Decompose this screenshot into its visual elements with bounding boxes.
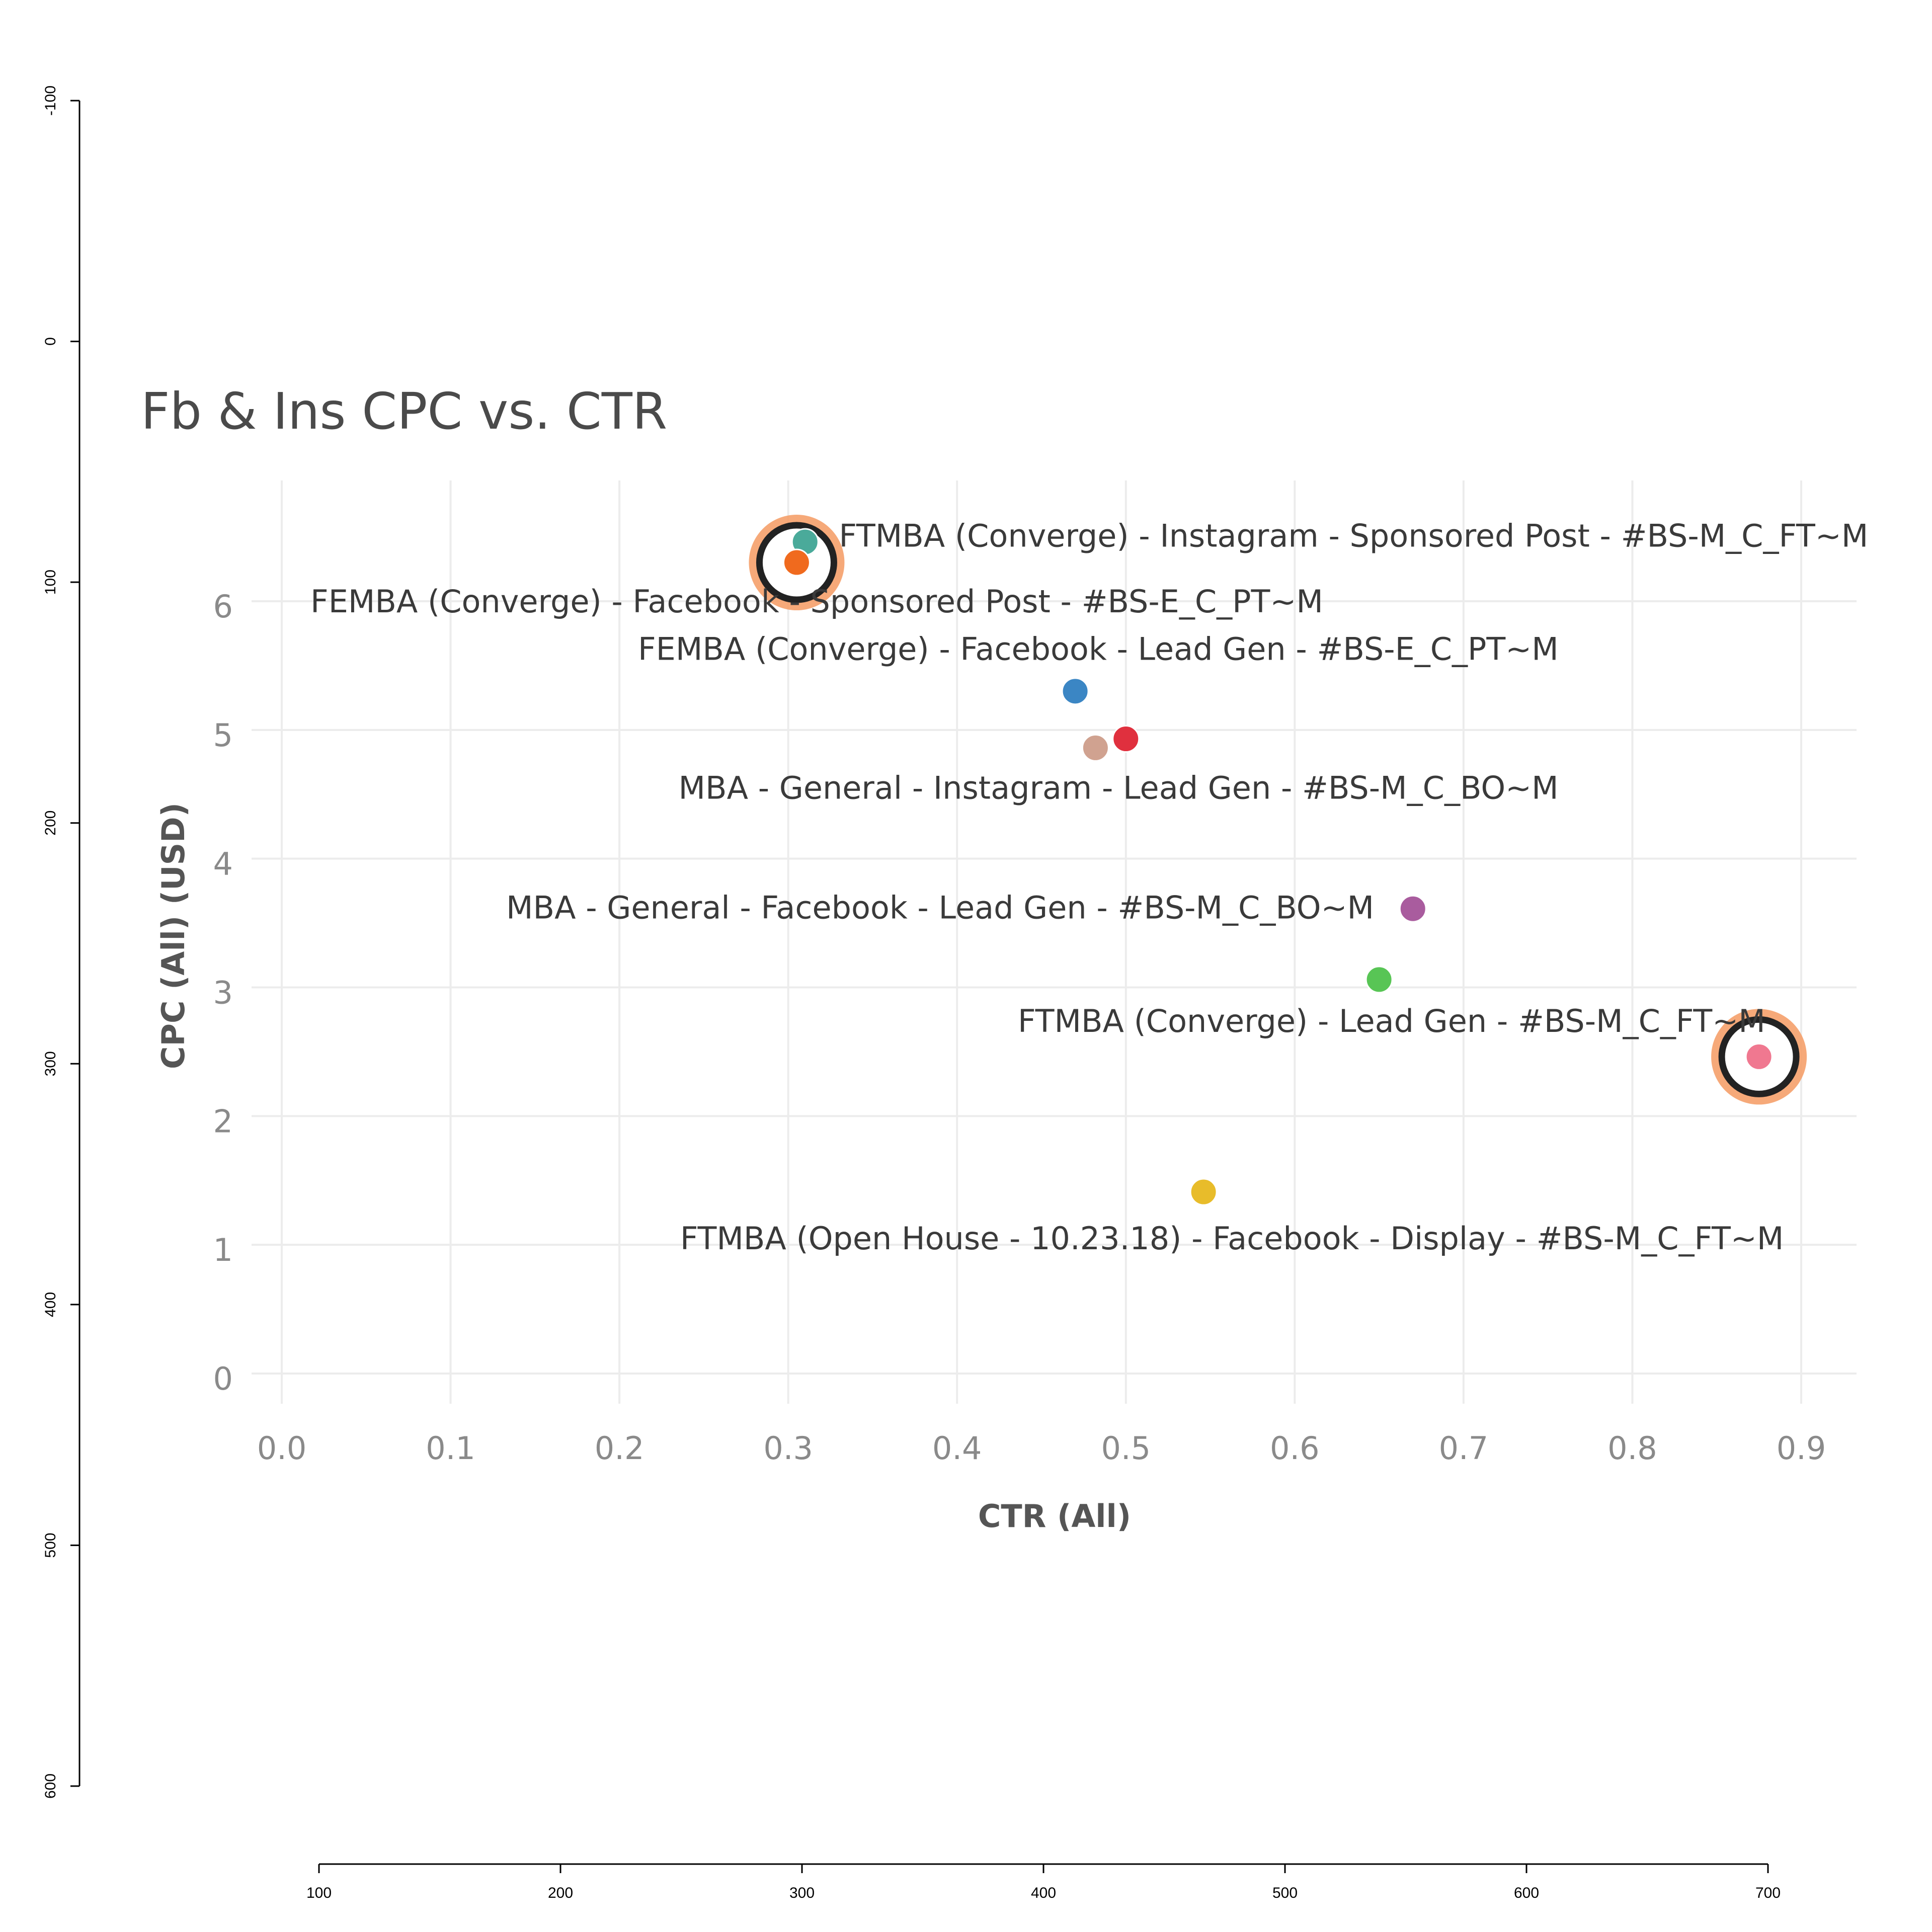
outer-left-tick-label: 300 bbox=[42, 1051, 59, 1076]
y-tick-labels: 0 1 2 3 4 5 6 bbox=[213, 588, 233, 1397]
y-tick-label: 2 bbox=[213, 1103, 233, 1140]
outer-bottom-tick-label: 200 bbox=[548, 1885, 573, 1901]
outer-left-tick-label: 0 bbox=[42, 337, 59, 346]
x-tick-label: 0.3 bbox=[763, 1430, 813, 1467]
outer-left-tick-label: 100 bbox=[42, 570, 59, 595]
data-points bbox=[782, 528, 1773, 1206]
y-tick-label: 0 bbox=[213, 1360, 233, 1397]
outer-left-axis: -100 0 100 200 300 400 500 600 bbox=[42, 86, 80, 1799]
outer-bottom-tick-label: 100 bbox=[306, 1885, 332, 1901]
outer-bottom-tick-label: 700 bbox=[1755, 1885, 1781, 1901]
point-label: FTMBA (Converge) - Lead Gen - #BS-M_C_FT… bbox=[1018, 1003, 1765, 1039]
gridlines bbox=[252, 480, 1857, 1404]
outer-bottom-tick-label: 500 bbox=[1272, 1885, 1298, 1901]
y-tick-label: 4 bbox=[213, 846, 233, 882]
data-point[interactable] bbox=[1365, 965, 1393, 994]
data-point[interactable] bbox=[1081, 734, 1109, 762]
x-tick-label: 0.1 bbox=[426, 1430, 475, 1467]
data-point[interactable] bbox=[1112, 725, 1140, 753]
x-tick-label: 0.5 bbox=[1101, 1430, 1151, 1467]
point-labels: FTMBA (Converge) - Instagram - Sponsored… bbox=[310, 517, 1868, 1257]
data-point[interactable] bbox=[1061, 677, 1089, 705]
x-tick-label: 0.0 bbox=[257, 1430, 307, 1467]
x-tick-label: 0.4 bbox=[932, 1430, 982, 1467]
point-label: FTMBA (Open House - 10.23.18) - Facebook… bbox=[680, 1220, 1784, 1257]
outer-bottom-tick-label: 600 bbox=[1514, 1885, 1539, 1901]
x-tick-label: 0.2 bbox=[595, 1430, 645, 1467]
outer-left-tick-label: 600 bbox=[42, 1774, 59, 1799]
outer-left-tick-label: 200 bbox=[42, 811, 59, 836]
x-tick-label: 0.8 bbox=[1607, 1430, 1657, 1467]
y-tick-label: 6 bbox=[213, 588, 233, 625]
x-tick-label: 0.9 bbox=[1777, 1430, 1826, 1467]
outer-left-tick-label: 500 bbox=[42, 1533, 59, 1558]
outer-left-tick-label: -100 bbox=[42, 86, 59, 116]
outer-bottom-axis: 100 200 300 400 500 600 700 bbox=[306, 1863, 1781, 1901]
data-point[interactable] bbox=[1189, 1178, 1218, 1206]
point-label: MBA - General - Instagram - Lead Gen - #… bbox=[679, 770, 1559, 807]
x-tick-label: 0.6 bbox=[1270, 1430, 1320, 1467]
point-label: FEMBA (Converge) - Facebook - Sponsored … bbox=[310, 583, 1323, 620]
point-label: FEMBA (Converge) - Facebook - Lead Gen -… bbox=[638, 630, 1559, 667]
data-point[interactable] bbox=[1399, 895, 1427, 923]
y-tick-label: 5 bbox=[213, 717, 233, 754]
data-point[interactable] bbox=[1745, 1042, 1773, 1071]
y-tick-label: 3 bbox=[213, 975, 233, 1011]
point-label: MBA - General - Facebook - Lead Gen - #B… bbox=[506, 890, 1374, 926]
x-tick-label: 0.7 bbox=[1439, 1430, 1489, 1467]
x-axis-title: CTR (All) bbox=[978, 1498, 1131, 1535]
outer-bottom-tick-label: 400 bbox=[1031, 1885, 1056, 1901]
outer-bottom-tick-label: 300 bbox=[789, 1885, 815, 1901]
data-point[interactable] bbox=[782, 548, 811, 577]
y-tick-label: 1 bbox=[213, 1232, 233, 1268]
y-axis-title: CPC (All) (USD) bbox=[155, 802, 192, 1069]
point-label: FTMBA (Converge) - Instagram - Sponsored… bbox=[839, 517, 1868, 554]
outer-left-tick-label: 400 bbox=[42, 1292, 59, 1317]
chart-title: Fb & Ins CPC vs. CTR bbox=[141, 382, 667, 441]
x-tick-labels: 0.0 0.1 0.2 0.3 0.4 0.5 0.6 0.7 0.8 0.9 bbox=[257, 1430, 1826, 1467]
